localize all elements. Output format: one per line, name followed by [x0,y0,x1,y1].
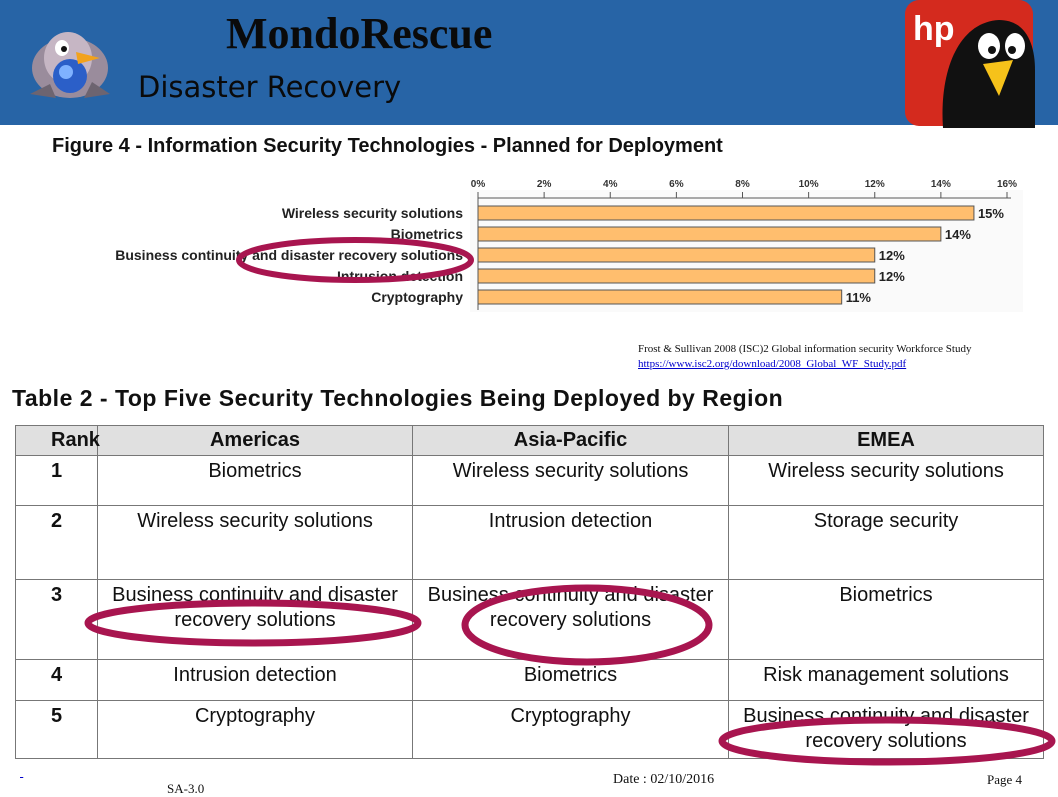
category-label: Wireless security solutions [282,205,463,221]
penguin-logo-icon [30,32,110,98]
americas-cell: Wireless security solutions [97,505,413,580]
value-label: 12% [879,248,905,263]
value-label: 11% [846,290,872,305]
table-row: 2 Wireless security solutions Intrusion … [15,505,1044,580]
x-tick-label: 6% [669,179,684,190]
asia-pacific-cell: Cryptography [412,700,729,759]
figure-title: Figure 4 - Information Security Technolo… [52,135,723,157]
slide-subtitle: Disaster Recovery [138,70,402,104]
emea-cell: Biometrics [728,579,1044,660]
slide-header [0,0,1058,125]
x-tick-label: 12% [865,179,885,190]
rank-cell: 4 [15,659,98,701]
category-label: Cryptography [371,289,463,305]
category-label: Intrusion detection [337,268,463,284]
americas-cell: Business continuity and disaster recover… [97,579,413,660]
footer-date: Date : 02/10/2016 [613,772,715,787]
bar [477,247,876,263]
category-label: Biometrics [391,226,464,242]
source-link[interactable]: https://www.isc2.org/download/2008_Globa… [638,358,907,370]
value-label: 14% [945,227,971,242]
bar [477,205,975,221]
footer-link[interactable] [20,764,23,779]
rank-cell: 1 [15,455,98,506]
header-asia-pacific: Asia-Pacific [412,425,729,456]
slide-title: MondoRescue [226,9,493,58]
table-header-row: Rank Americas Asia-Pacific EMEA [15,425,1044,456]
footer-page-number: Page 4 [987,772,1023,787]
bar [477,289,843,305]
hp-logo-text: hp [913,10,955,48]
value-label: 15% [978,206,1004,221]
table-row: 5 Cryptography Cryptography Business con… [15,700,1044,759]
footer-license: SA-3.0 [167,781,205,796]
x-tick-label: 0% [471,179,486,190]
x-tick-label: 10% [799,179,819,190]
bar [477,268,876,284]
emea-cell: Risk management solutions [728,659,1044,701]
asia-pacific-cell: Biometrics [412,659,729,701]
source-citation: Frost & Sullivan 2008 (ISC)2 Global info… [638,342,971,372]
rank-cell: 2 [15,505,98,580]
x-tick-label: 8% [735,179,750,190]
asia-pacific-cell: Business continuity and disaster recover… [412,579,729,660]
header-rank: Rank [15,425,100,456]
region-table: Rank Americas Asia-Pacific EMEA 1 Biomet… [15,425,1044,759]
x-tick-label: 2% [537,179,552,190]
americas-cell: Intrusion detection [97,659,413,701]
source-text: Frost & Sullivan 2008 (ISC)2 Global info… [638,343,972,355]
emea-cell: Wireless security solutions [728,455,1044,506]
category-label: Business continuity and disaster recover… [115,247,463,263]
table-row: 3 Business continuity and disaster recov… [15,579,1044,660]
asia-pacific-cell: Intrusion detection [412,505,729,580]
x-tick-label: 4% [603,179,618,190]
header-emea: EMEA [728,425,1044,456]
rank-cell: 3 [15,579,98,660]
americas-cell: Cryptography [97,700,413,759]
x-tick-label: 16% [997,179,1017,190]
emea-cell: Business continuity and disaster recover… [728,700,1044,759]
asia-pacific-cell: Wireless security solutions [412,455,729,506]
hp-penguin-logo-icon: hp [905,0,1035,128]
table-title: Table 2 - Top Five Security Technologies… [12,385,784,411]
bar-chart: 0% 2% 4% 6% 8% 10% 12% 14% 16% Wireless security … [115,179,1023,312]
table-row: 1 Biometrics Wireless security solutions… [15,455,1044,506]
emea-cell: Storage security [728,505,1044,580]
x-tick-label: 14% [931,179,951,190]
rank-cell: 5 [15,700,98,759]
bar [477,226,942,242]
footer-links [20,764,23,780]
americas-cell: Biometrics [97,455,413,506]
table-row: 4 Intrusion detection Biometrics Risk ma… [15,659,1044,701]
value-label: 12% [879,269,905,284]
header-americas: Americas [97,425,413,456]
